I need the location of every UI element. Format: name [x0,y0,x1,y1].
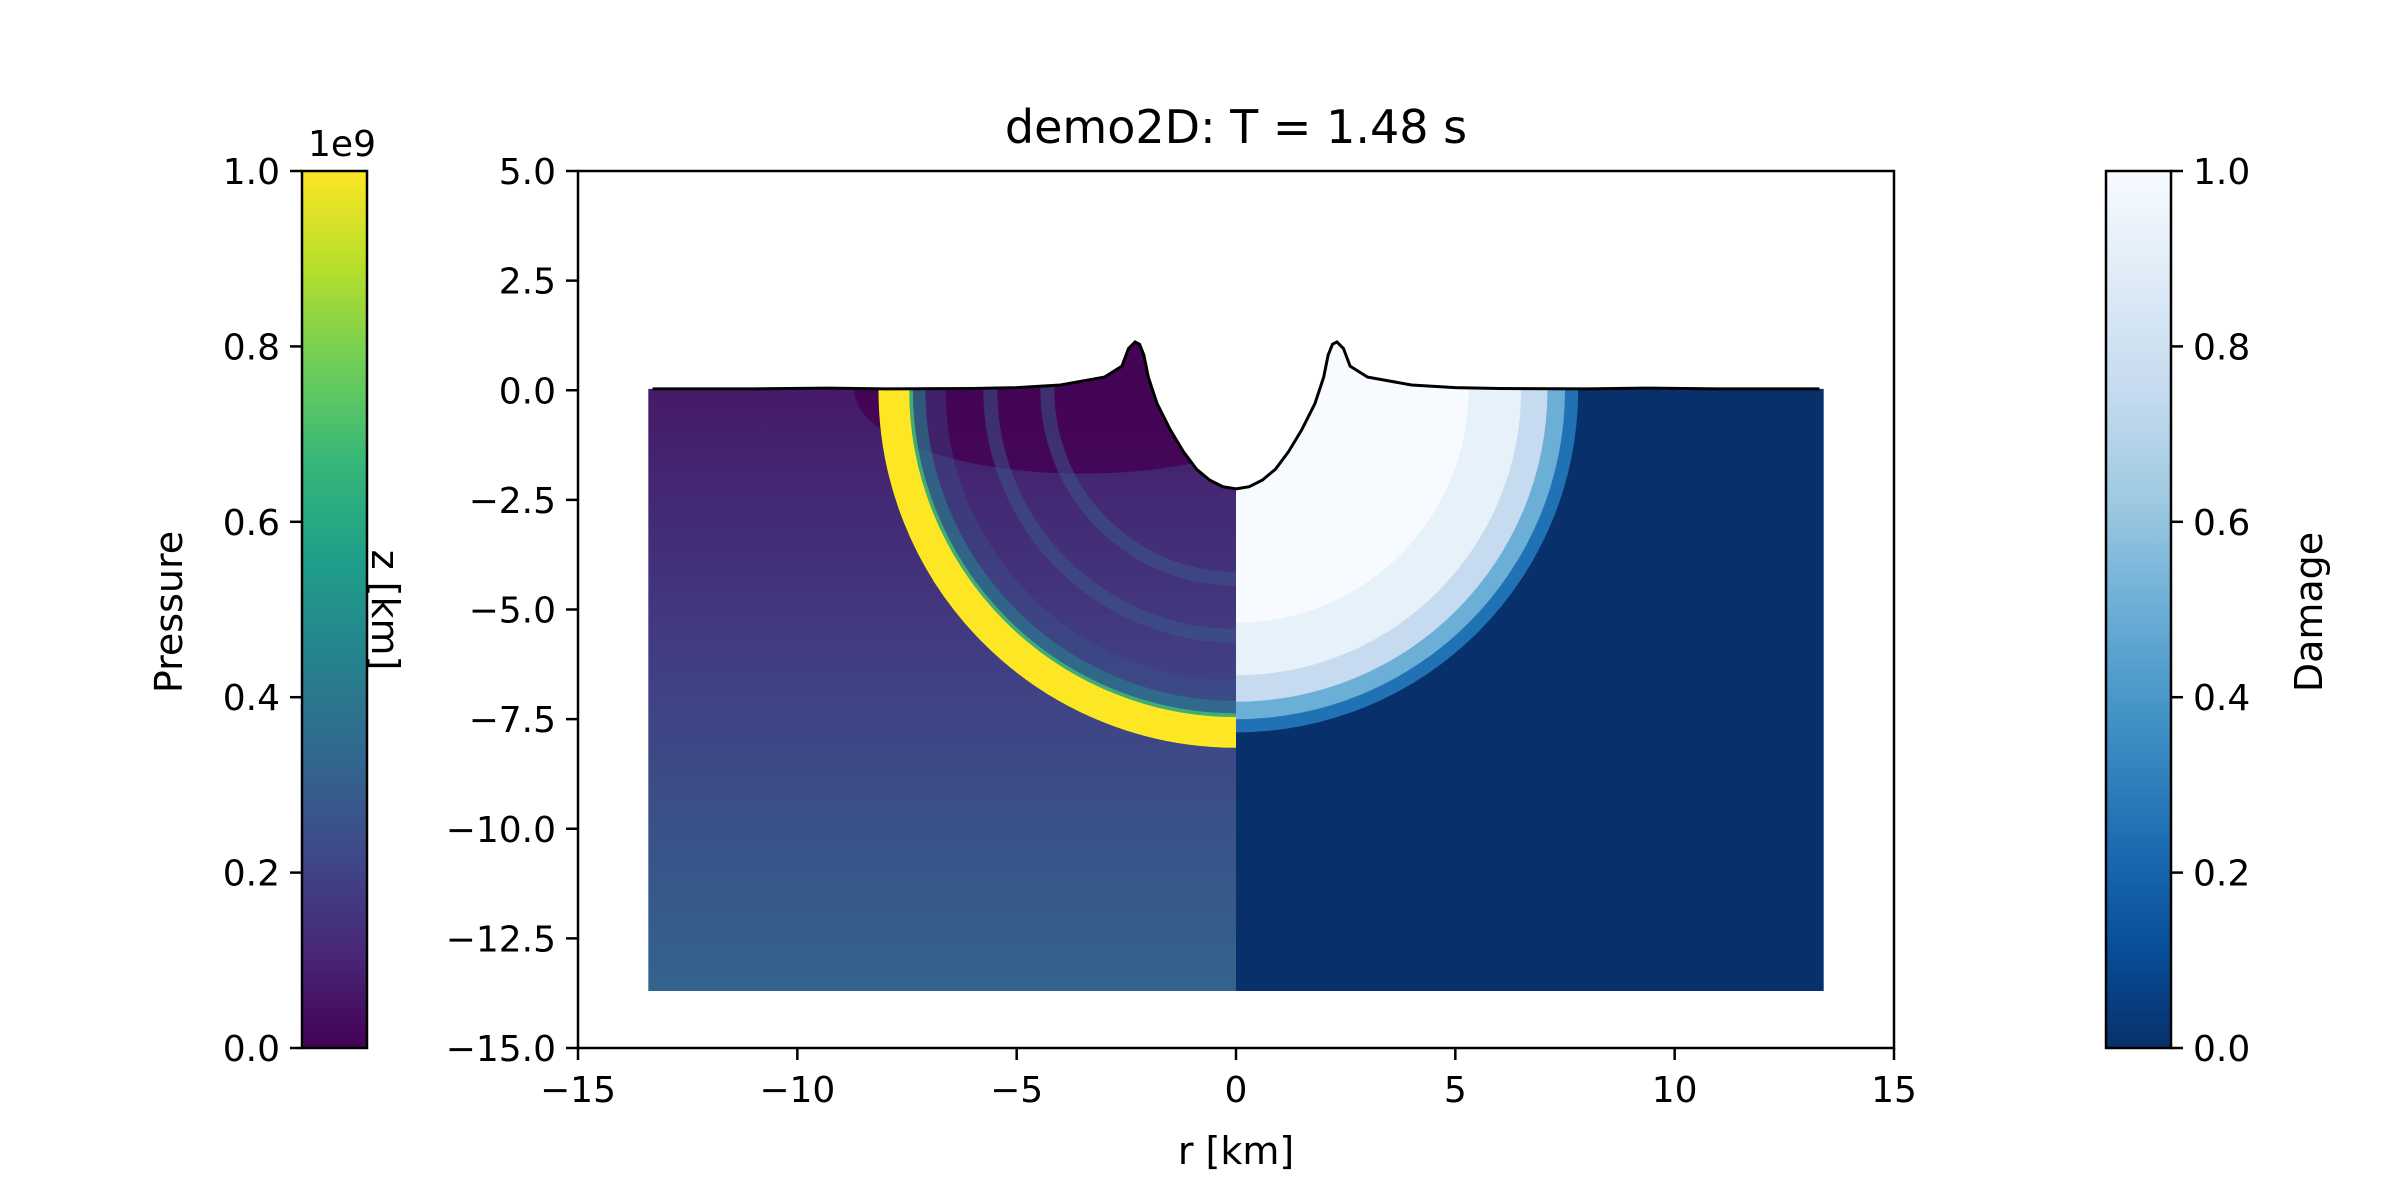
y-tick-label: −12.5 [446,919,556,960]
y-tick-label: 5.0 [499,152,556,193]
x-tick-label: 5 [1444,1070,1467,1111]
damage-colorbar-gradient [2104,169,2173,1050]
colorbar-tick-label: 0.6 [2193,503,2250,544]
y-tick-label: −2.5 [469,481,556,522]
damage-colorbar: 0.0 0.2 0.4 0.6 0.8 1.0 Damage [2104,152,2331,1070]
x-tick-label: 0 [1225,1070,1248,1111]
y-tick-label: −7.5 [469,700,556,741]
x-tick-label: 15 [1871,1070,1917,1111]
y-tick-label: 2.5 [499,262,556,303]
colorbar-tick-label: 0.2 [2193,854,2250,895]
y-tick-label: 0.0 [499,371,556,412]
colorbar-tick-label: 0.8 [223,327,280,368]
colorbar-tick-label: 1.0 [2193,152,2250,193]
x-tick-label: −10 [759,1070,835,1111]
x-tick-label: 10 [1652,1070,1698,1111]
pressure-colorbar-gradient [300,169,369,1050]
pressure-colorbar-ticks: 0.0 0.2 0.4 0.6 0.8 1.0 [223,152,302,1070]
colorbar-tick-label: 0.2 [223,854,280,895]
damage-zone [1236,343,1469,623]
x-axis-label: r [km] [1178,1129,1294,1173]
pressure-reflection-ring [983,343,1236,643]
y-axis-label: z [km] [363,550,407,671]
pressure-scale-note: 1e9 [308,124,376,165]
y-tick-label: −10.0 [446,810,556,851]
colorbar-tick-label: 0.6 [223,503,280,544]
crater-profile-line [652,340,1820,491]
y-tick-label: −5.0 [469,591,556,632]
chart-title: demo2D: T = 1.48 s [1005,100,1467,154]
colorbar-tick-label: 0.0 [2193,1029,2250,1070]
colorbar-tick-label: 0.8 [2193,327,2250,368]
y-axis-ticks: 5.0 2.5 0.0 −2.5 −5.0 −7.5 −10.0 −12.5 −15.0 [446,152,578,1070]
colorbar-tick-label: 0.0 [223,1029,280,1070]
y-tick-label: −15.0 [446,1029,556,1070]
pressure-colorbar-label: Pressure [147,531,191,693]
colorbar-tick-label: 0.4 [223,678,280,719]
damage-colorbar-label: Damage [2287,532,2331,692]
pressure-colorbar: 0.0 0.2 0.4 0.6 0.8 1.0 1e9 Pressure [147,124,376,1070]
x-axis-ticks: −15 −10 −5 0 5 10 15 [540,1048,1917,1111]
damage-colorbar-ticks: 0.0 0.2 0.4 0.6 0.8 1.0 [2171,152,2250,1070]
x-tick-label: −15 [540,1070,616,1111]
x-tick-label: −5 [990,1070,1043,1111]
colorbar-tick-label: 1.0 [223,152,280,193]
colorbar-tick-label: 0.4 [2193,678,2250,719]
